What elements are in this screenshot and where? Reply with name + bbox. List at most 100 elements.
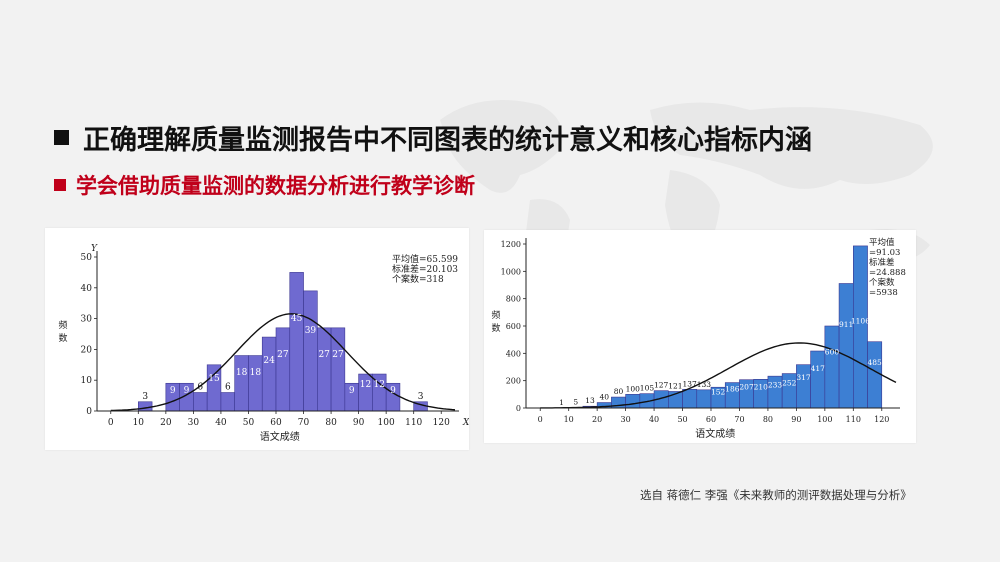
- x-tick-label: 100: [378, 418, 395, 428]
- stat-mean: 平均值=65.599: [392, 255, 459, 265]
- bar-value-label: 127: [654, 381, 669, 390]
- histogram-bar: [330, 327, 346, 412]
- bar-value-label: 5: [573, 397, 578, 406]
- y-tick-label: 20: [81, 345, 93, 355]
- y-tick-label: 0: [86, 407, 92, 417]
- stat-n: 个案数=318: [392, 275, 444, 285]
- bar-value-label: 15: [208, 374, 220, 384]
- histogram-bar: [682, 388, 698, 409]
- bullet-square-icon: [54, 179, 66, 191]
- heading-line-2-text: 学会借助质量监测的数据分析进行教学诊断: [76, 174, 475, 198]
- bar-value-label: 105: [640, 384, 655, 393]
- histogram-bar: [289, 272, 304, 412]
- bar-value-label: 1106: [851, 316, 870, 325]
- y-tick-label: 600: [506, 322, 521, 331]
- stat-sd: 标准差=24.888: [869, 258, 906, 278]
- x-tick-label: 10: [564, 415, 574, 424]
- histogram-bar: [796, 364, 811, 409]
- bar-value-label: 600: [825, 348, 840, 357]
- bar-value-label: 13: [585, 396, 595, 405]
- bar-value-label: 80: [614, 387, 624, 396]
- histogram-bar: [275, 327, 291, 412]
- x-tick-label: 40: [649, 415, 659, 424]
- source-citation: 选自 蒋德仁 李强《未来教师的测评数据处理与分析》: [640, 488, 912, 502]
- stat-n: 个案数=5938: [869, 278, 898, 298]
- histogram-bar: [220, 392, 235, 412]
- bar-value-label: 1: [559, 398, 564, 407]
- x-tick-label: 40: [215, 418, 227, 428]
- x-tick-label: 20: [592, 415, 602, 424]
- bar-value-label: 45: [291, 314, 303, 324]
- stats-box-right: 平均值=91.03 标准差=24.888 个案数=5938: [869, 238, 916, 298]
- bar-value-label: 27: [277, 350, 289, 360]
- histogram-bar: [303, 290, 318, 412]
- y-tick-label: 40: [81, 284, 93, 294]
- normal-curve: [110, 313, 456, 412]
- bar-value-label: 3: [418, 392, 424, 402]
- x-tick-label: 80: [325, 418, 337, 428]
- y-tick-label: 0: [516, 404, 521, 413]
- bar-value-label: 9: [390, 386, 396, 396]
- stat-sd: 标准差=20.103: [392, 265, 459, 275]
- stats-box-left: 平均值=65.599 标准差=20.103 个案数=318: [392, 255, 458, 285]
- bar-value-label: 12: [374, 380, 385, 390]
- bar-value-label: 18: [250, 368, 262, 378]
- histogram-bar: [696, 389, 712, 409]
- bar-value-label: 100: [626, 384, 641, 393]
- histogram-bar: [867, 341, 883, 409]
- chart-panel-right: 1 5 13 40 80 100 105 127 121 137 133 152 186 207 210 23…: [484, 230, 916, 443]
- bar-value-label: 133: [697, 380, 712, 389]
- histogram-bar: [261, 336, 277, 412]
- bar-value-label: 27: [332, 350, 344, 360]
- bar-value-label: 9: [184, 386, 190, 396]
- bar-value-label: 417: [811, 364, 826, 373]
- bar-value-label: 152: [711, 387, 726, 396]
- heading-line-2: 学会借助质量监测的数据分析进行教学诊断: [54, 170, 475, 200]
- y-tick-label: 400: [506, 349, 521, 358]
- heading-line-1: 正确理解质量监测报告中不同图表的统计意义和核心指标内涵: [54, 118, 812, 157]
- bar-value-label: 6: [197, 383, 203, 393]
- y-axis-label-char: 数: [58, 332, 67, 344]
- bar-value-label: 24: [263, 356, 275, 366]
- y-axis-label-char: 频: [58, 319, 67, 331]
- x-tick-label: 120: [874, 415, 889, 424]
- histogram-bar: [317, 327, 332, 412]
- x-axis-label: 语文成绩: [260, 430, 300, 443]
- histogram-bar: [138, 401, 153, 412]
- histogram-bar: [824, 325, 840, 409]
- x-tick-label: 60: [706, 415, 716, 424]
- y-tick-label: 50: [81, 253, 93, 263]
- bar-value-label: 3: [142, 392, 148, 402]
- bar-value-label: 317: [796, 373, 811, 382]
- x-tick-label: 0: [108, 418, 114, 428]
- bar-value-label: 27: [318, 350, 330, 360]
- histogram-bar: [838, 283, 854, 409]
- x-tick-label: 90: [353, 418, 365, 428]
- bar-value-label: 6: [225, 383, 231, 393]
- y-tick-label: 1000: [501, 267, 521, 276]
- bar-value-label: 40: [599, 393, 609, 402]
- histogram-bar: [193, 392, 208, 412]
- bullet-square-icon: [54, 130, 69, 145]
- y-axis-letter: Y: [91, 244, 98, 254]
- bar-value-label: 233: [768, 380, 783, 389]
- x-tick-label: 100: [817, 415, 832, 424]
- y-tick-label: 10: [81, 376, 93, 386]
- bar-value-label: 210: [754, 382, 769, 391]
- bar-value-label: 12: [360, 380, 371, 390]
- bar-value-label: 252: [782, 379, 797, 388]
- bar-value-label: 911: [839, 320, 853, 329]
- x-tick-label: 0: [538, 415, 543, 424]
- bar-value-label: 121: [668, 381, 682, 390]
- x-tick-label: 120: [433, 418, 450, 428]
- bar-value-label: 9: [170, 386, 176, 396]
- bar-value-label: 207: [739, 383, 754, 392]
- bar-value-label: 485: [867, 358, 882, 367]
- histogram-bar: [206, 364, 222, 412]
- normal-curve: [540, 342, 897, 409]
- x-tick-label: 30: [188, 418, 200, 428]
- x-tick-label: 80: [763, 415, 773, 424]
- x-axis-letter: X: [462, 418, 469, 428]
